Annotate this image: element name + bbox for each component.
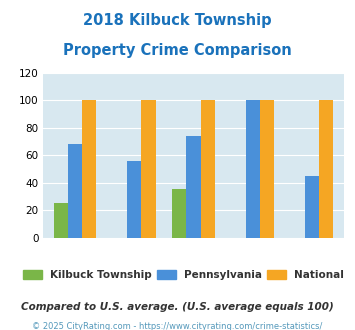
- Bar: [260, 100, 274, 238]
- Bar: [68, 144, 82, 238]
- Bar: [319, 100, 333, 238]
- Text: Compared to U.S. average. (U.S. average equals 100): Compared to U.S. average. (U.S. average …: [21, 302, 334, 312]
- Legend: Kilbuck Township, Pennsylvania, National: Kilbuck Township, Pennsylvania, National: [23, 270, 344, 280]
- Bar: [127, 161, 141, 238]
- Text: © 2025 CityRating.com - https://www.cityrating.com/crime-statistics/: © 2025 CityRating.com - https://www.city…: [32, 322, 323, 330]
- Bar: [246, 100, 260, 238]
- Bar: [54, 203, 68, 238]
- Bar: [186, 136, 201, 238]
- Text: Property Crime Comparison: Property Crime Comparison: [63, 43, 292, 58]
- Text: 2018 Kilbuck Township: 2018 Kilbuck Township: [83, 13, 272, 28]
- Bar: [201, 100, 215, 238]
- Bar: [82, 100, 97, 238]
- Bar: [172, 189, 186, 238]
- Bar: [141, 100, 155, 238]
- Bar: [305, 176, 319, 238]
